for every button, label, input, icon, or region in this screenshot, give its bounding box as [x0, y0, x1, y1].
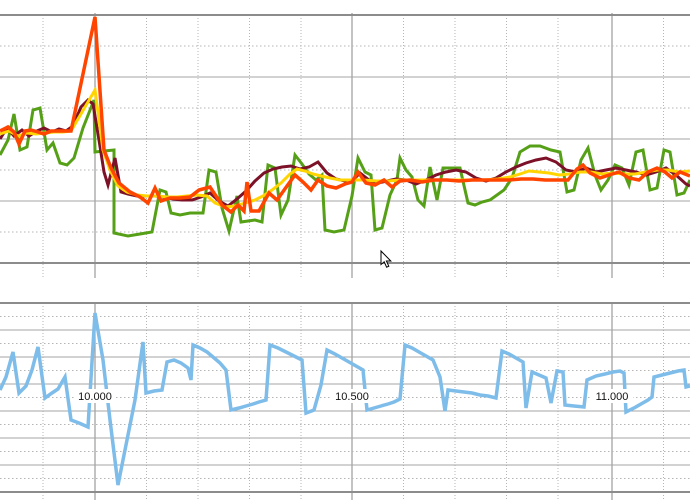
x-axis-label: 10.000 — [78, 391, 112, 403]
x-axis-label-bg — [591, 389, 633, 403]
arrow-pointer-icon — [380, 249, 392, 268]
x-axis-label-bg — [74, 389, 116, 403]
yellow-series — [0, 85, 690, 209]
x-axis-label: 10.500 — [335, 391, 369, 403]
maroon-series — [0, 97, 690, 208]
mouse-cursor — [380, 249, 392, 268]
blue-series — [0, 312, 690, 486]
x-axis-label-bg — [331, 389, 373, 403]
gridlines-layer — [0, 13, 690, 500]
orange-series — [0, 16, 690, 215]
x-axis-label: 11.000 — [596, 391, 629, 403]
x-axis-labels-layer: 10.000 10.500 11.000 — [74, 389, 633, 403]
series-layer — [0, 16, 690, 486]
green-series — [0, 99, 690, 238]
